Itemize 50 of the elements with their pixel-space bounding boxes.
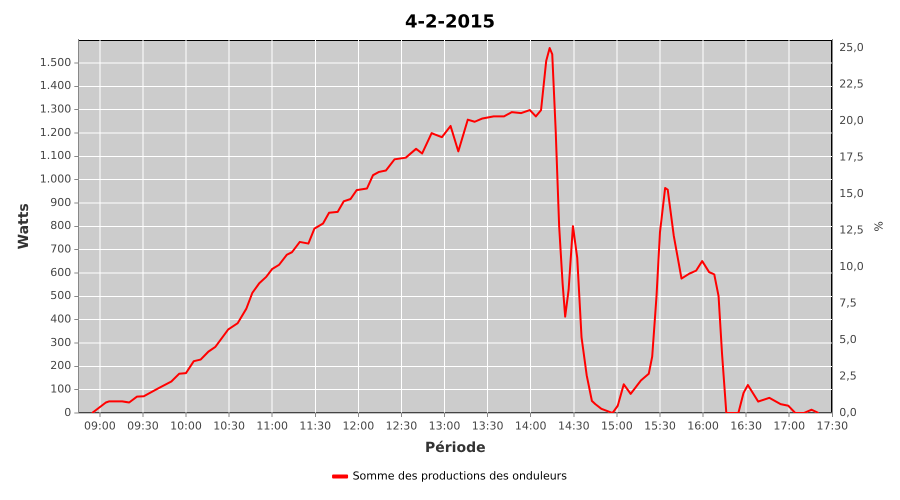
y2-tick-label: 20,0: [839, 114, 864, 128]
y-tick-label: 1.500: [40, 56, 72, 69]
x-tick-label: 13:30: [472, 419, 504, 432]
x-tick-label: 10:30: [213, 419, 245, 432]
x-tick-label: 14:30: [558, 419, 590, 432]
x-tick-label: 12:00: [342, 419, 374, 432]
y-tick-label: 800: [50, 219, 72, 232]
y-tick-label: 200: [50, 359, 72, 372]
x-tick-label: 14:00: [514, 419, 547, 432]
y2-tick-label: 10,0: [839, 260, 864, 273]
y-tick-label: 1.100: [40, 149, 72, 162]
x-tick-label: 11:00: [256, 419, 288, 432]
y-tick-label: 600: [50, 266, 72, 279]
y2-tick-label: 15,0: [839, 187, 864, 200]
y-tick-label: 1.200: [40, 126, 72, 139]
x-tick-label: 17:00: [773, 419, 806, 432]
y-tick-label: 100: [50, 382, 72, 396]
y-tick-label: 500: [50, 289, 72, 302]
x-axis-title: Période: [425, 440, 486, 456]
x-tick-label: 12:30: [386, 419, 418, 432]
legend-label: Somme des productions des onduleurs: [352, 469, 568, 482]
y-tick-label: 300: [50, 336, 72, 349]
y2-tick-label: 7,5: [839, 296, 857, 310]
y2-tick-label: 25,0: [839, 41, 864, 54]
x-tick-label: 16:30: [730, 419, 762, 432]
y2-tick-label: 0,0: [839, 406, 857, 419]
x-tick-label: 09:30: [127, 419, 159, 432]
x-tick-label: 15:00: [601, 419, 633, 432]
x-tick-label: 10:00: [170, 419, 202, 432]
x-tick-label: 17:30: [816, 419, 848, 432]
y-axis-title: Watts: [16, 203, 32, 250]
y2-tick-label: 2,5: [839, 369, 857, 382]
x-tick-label: 09:00: [84, 419, 116, 432]
y2-tick-label: 12,5: [839, 224, 864, 237]
y-tick-label: 700: [50, 242, 72, 256]
x-tick-label: 15:30: [644, 419, 676, 432]
chart-title: 4-2-2015: [404, 11, 496, 32]
y-tick-label: 1.300: [40, 102, 72, 116]
y-tick-label: 1.400: [40, 79, 72, 92]
y-tick-label: 400: [50, 312, 72, 326]
y-tick-label: 1.000: [40, 172, 72, 186]
y2-axis-title: %: [872, 221, 885, 232]
x-tick-label: 13:00: [428, 419, 460, 432]
y2-tick-label: 17,5: [839, 150, 864, 164]
y2-tick-label: 22,5: [839, 78, 864, 91]
y2-tick-label: 5,0: [839, 332, 857, 346]
y-tick-label: 0: [64, 406, 72, 419]
y-tick-label: 900: [50, 196, 72, 209]
x-tick-label: 11:30: [299, 419, 332, 432]
x-tick-label: 16:00: [687, 419, 719, 432]
